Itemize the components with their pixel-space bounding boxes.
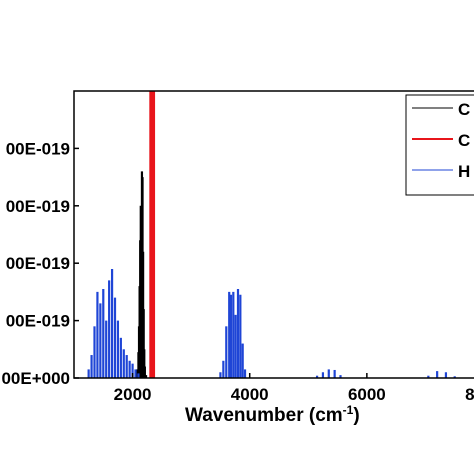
series-2 — [87, 268, 456, 378]
y-tick-label-4: 00E-019 — [6, 139, 70, 158]
series-0 — [134, 171, 148, 378]
x-axis-title: Wavenumber (cm-1) — [185, 403, 360, 426]
legend-label-1: C — [458, 131, 470, 150]
plot-frame — [73, 90, 474, 379]
y-tick-label-3: 00E-019 — [6, 197, 70, 216]
x-axis: 2000 4000 6000 8000 — [114, 373, 474, 404]
legend-label-2: H — [458, 162, 470, 181]
x-tick-label-0: 2000 — [114, 385, 152, 404]
legend-label-0: C — [458, 100, 470, 119]
y-axis: 00E+000 00E-019 00E-019 00E-019 00E-019 — [1, 139, 79, 388]
legend-box — [405, 94, 474, 196]
legend: CCH — [405, 94, 474, 196]
y-tick-label-1: 00E-019 — [6, 312, 70, 331]
series-1 — [149, 91, 156, 378]
x-tick-label-3: 8000 — [465, 385, 474, 404]
y-tick-label-0: 00E+000 — [1, 369, 70, 388]
y-tick-label-2: 00E-019 — [6, 254, 70, 273]
x-tick-label-1: 4000 — [231, 385, 269, 404]
x-tick-label-2: 6000 — [348, 385, 386, 404]
plot-marks — [87, 91, 456, 378]
